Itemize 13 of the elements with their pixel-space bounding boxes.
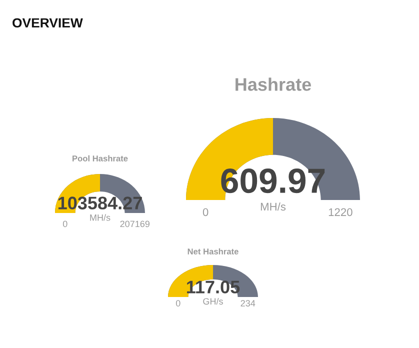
text: 0 xyxy=(176,300,180,306)
text: Net Hashrate xyxy=(188,248,238,254)
text: Hashrate xyxy=(236,78,312,91)
text: MH/s xyxy=(260,202,286,211)
text: Pool Hashrate xyxy=(72,155,128,162)
text: 1220 xyxy=(328,208,352,216)
text: OVERVIEW xyxy=(12,18,83,28)
text: GH/s xyxy=(203,298,223,305)
text: MH/s xyxy=(90,214,110,221)
text: 207169 xyxy=(120,220,150,228)
text: 0 xyxy=(62,220,68,228)
text: 234 xyxy=(240,300,256,306)
text: 0 xyxy=(202,208,208,216)
